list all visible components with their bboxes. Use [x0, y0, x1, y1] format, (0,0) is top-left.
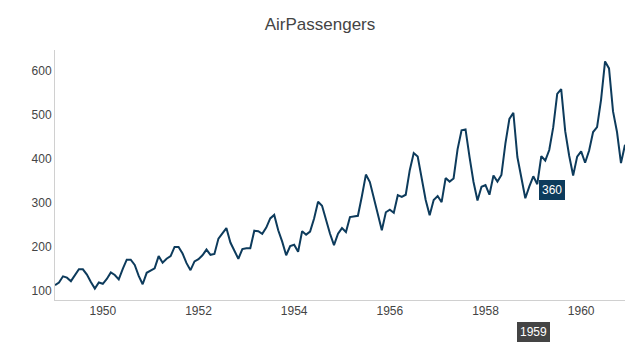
svg-text:1960: 1960 — [568, 304, 595, 318]
svg-text:1956: 1956 — [376, 304, 403, 318]
svg-text:600: 600 — [32, 64, 52, 78]
svg-text:1952: 1952 — [185, 304, 212, 318]
svg-text:200: 200 — [32, 240, 52, 254]
svg-text:1950: 1950 — [89, 304, 116, 318]
svg-text:1954: 1954 — [281, 304, 308, 318]
svg-text:1958: 1958 — [472, 304, 499, 318]
svg-text:1959: 1959 — [520, 325, 547, 339]
svg-text:AirPassengers: AirPassengers — [265, 15, 376, 34]
svg-text:500: 500 — [32, 108, 52, 122]
svg-text:400: 400 — [32, 152, 52, 166]
svg-text:100: 100 — [32, 284, 52, 298]
svg-text:360: 360 — [542, 183, 562, 197]
svg-text:300: 300 — [32, 196, 52, 210]
